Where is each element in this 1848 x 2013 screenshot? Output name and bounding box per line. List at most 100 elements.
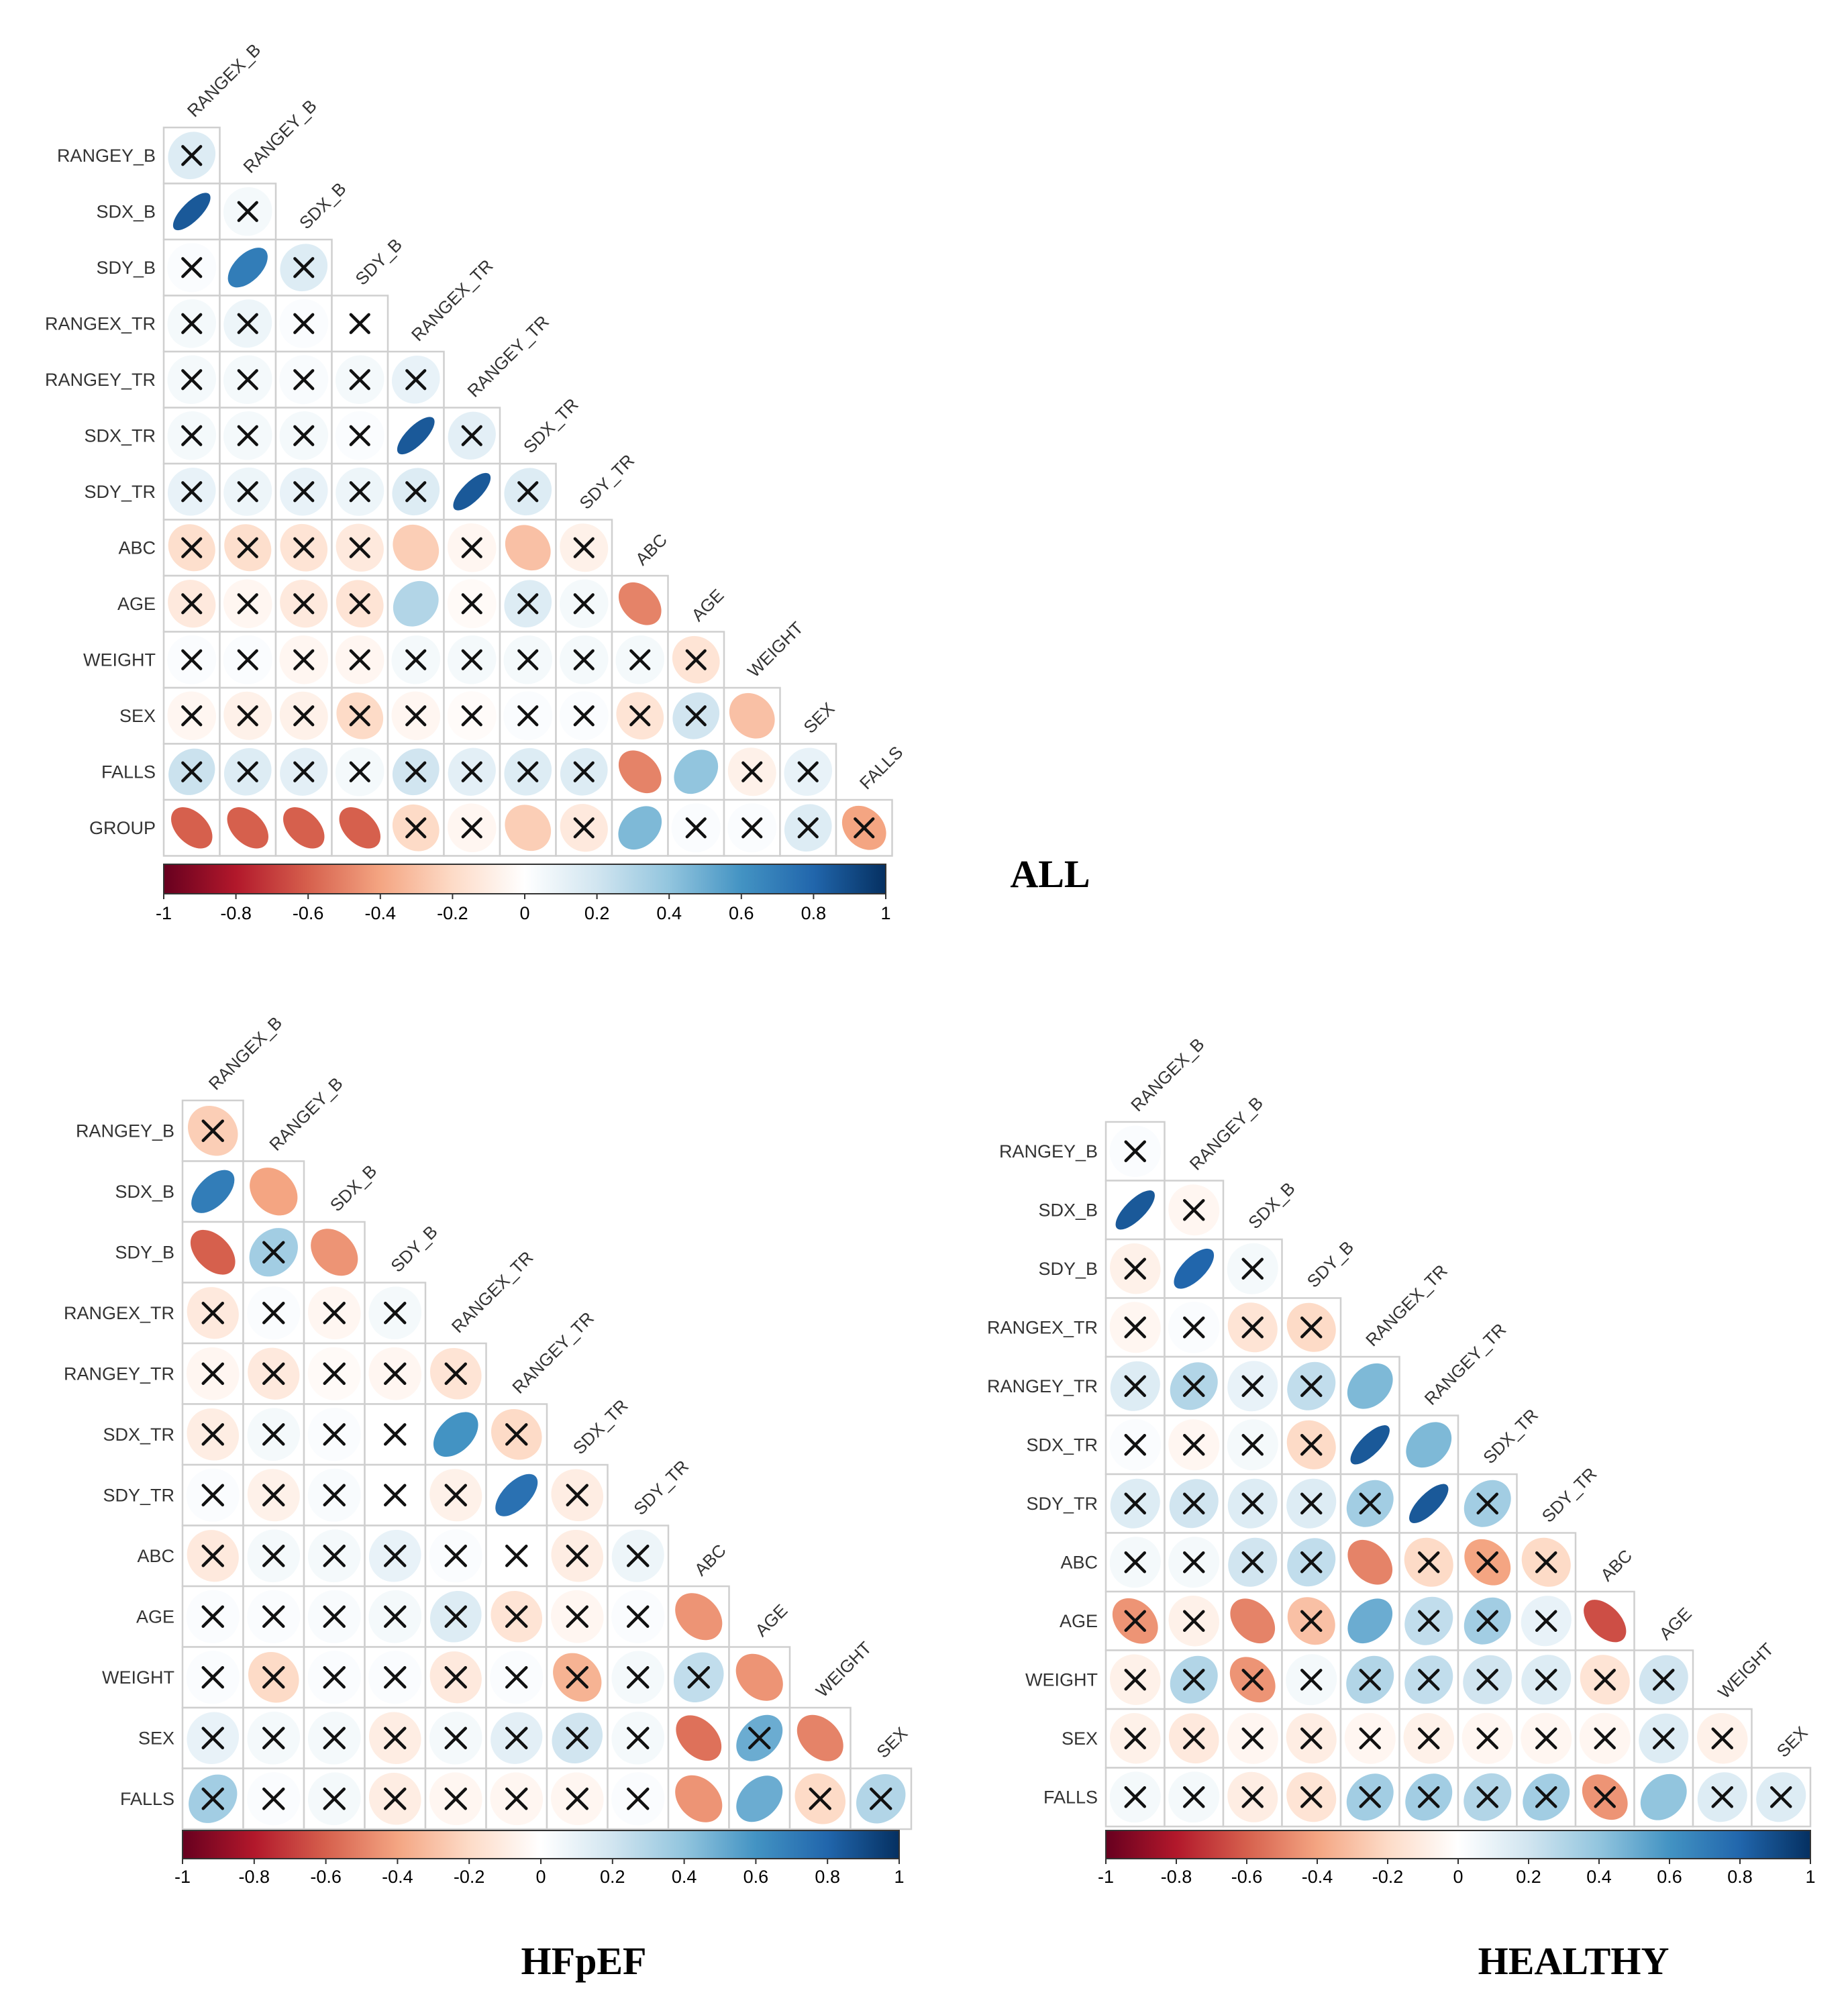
insignificant-cross-icon: [1359, 1727, 1381, 1749]
corr-cell-weight-sdy-b: [331, 631, 389, 689]
colorbar-tick-label: -0.4: [1302, 1867, 1333, 1887]
insignificant-cross-icon: [505, 1545, 528, 1567]
insignificant-cross-icon: [1300, 1727, 1323, 1749]
colorbar: [182, 1830, 900, 1859]
corr-ellipse: [736, 1775, 783, 1822]
row-label-rangex-tr: RANGEX_TR: [987, 1318, 1098, 1338]
insignificant-cross-icon: [687, 1666, 710, 1689]
corr-ellipse: [1115, 1190, 1155, 1230]
corr-cell-sex-weight: [1692, 1708, 1753, 1769]
corr-cell-age-rangey-b: [242, 1585, 305, 1648]
insignificant-cross-icon: [444, 1362, 467, 1385]
insignificant-cross-icon: [1183, 1727, 1205, 1749]
insignificant-cross-icon: [293, 761, 315, 782]
corr-ellipse: [311, 1229, 358, 1276]
insignificant-cross-icon: [323, 1302, 346, 1325]
col-label-rangex-tr: RANGEX_TR: [1362, 1261, 1451, 1351]
colorbar-tick-label: 1: [880, 903, 890, 923]
corr-cell-falls-sdx-tr: [546, 1767, 609, 1830]
insignificant-cross-icon: [627, 1605, 650, 1628]
insignificant-cross-icon: [1124, 1551, 1146, 1573]
corr-cell-sdx-b-rangey-b: [219, 183, 277, 241]
corr-cell-sdy-tr-rangey-tr: [485, 1463, 548, 1527]
insignificant-cross-icon: [181, 705, 203, 727]
insignificant-cross-icon: [1300, 1551, 1323, 1573]
insignificant-cross-icon: [1594, 1786, 1616, 1808]
col-label-sex: SEX: [1773, 1722, 1812, 1761]
row-label-rangey-b: RANGEY_B: [76, 1121, 174, 1141]
insignificant-cross-icon: [1183, 1375, 1205, 1397]
corr-cell-group-rangey-tr: [443, 798, 501, 857]
corr-cell-age-sdx-b: [1222, 1590, 1283, 1651]
corr-cell-rangey-tr-rangex-b: [162, 350, 221, 409]
insignificant-cross-icon: [1124, 1492, 1146, 1514]
corr-cell-falls-rangey-b: [242, 1767, 305, 1830]
corr-cell-sdy-b-rangex-b: [162, 238, 221, 297]
insignificant-cross-icon: [627, 1788, 650, 1810]
corr-cell-abc-rangey-b: [1164, 1532, 1225, 1593]
panel-title: HFpEF: [521, 1939, 647, 1983]
corr-ellipse: [505, 525, 551, 571]
insignificant-cross-icon: [566, 1545, 588, 1567]
col-label-sdy-tr: SDY_TR: [629, 1456, 692, 1519]
insignificant-cross-icon: [1476, 1786, 1498, 1808]
insignificant-cross-icon: [293, 369, 315, 391]
corr-cell-falls-sdx-tr: [1457, 1767, 1518, 1828]
insignificant-cross-icon: [444, 1605, 467, 1628]
insignificant-cross-icon: [1476, 1492, 1498, 1514]
insignificant-cross-icon: [201, 1362, 224, 1385]
insignificant-cross-icon: [1594, 1727, 1616, 1749]
insignificant-cross-icon: [1124, 1434, 1146, 1456]
insignificant-cross-icon: [293, 705, 315, 727]
insignificant-cross-icon: [1300, 1434, 1323, 1456]
corr-cell-sdy-b-rangex-b: [181, 1221, 244, 1284]
row-label-sdy-b: SDY_B: [115, 1243, 174, 1263]
corr-cell-sex-age: [1633, 1708, 1694, 1769]
corr-ellipse: [1640, 1773, 1687, 1820]
corr-ellipse: [1406, 1422, 1452, 1468]
insignificant-cross-icon: [1359, 1669, 1381, 1691]
colorbar: [163, 864, 886, 894]
colorbar-tick-label: -0.8: [239, 1867, 270, 1887]
colorbar-tick-label: -1: [174, 1867, 191, 1887]
corr-cell-sdy-b-rangey-b: [1164, 1238, 1225, 1299]
corr-ellipse: [729, 692, 775, 739]
corr-cell-weight-sdy-b: [364, 1646, 427, 1709]
insignificant-cross-icon: [1241, 1375, 1264, 1397]
corr-cell-group-rangex-tr: [387, 798, 445, 857]
insignificant-cross-icon: [566, 1605, 588, 1628]
insignificant-cross-icon: [1300, 1669, 1323, 1691]
corr-cell-sdy-b-rangey-b: [219, 238, 277, 297]
corr-cell-falls-rangey-b: [1164, 1767, 1225, 1828]
corr-cell-sex-weight: [788, 1706, 852, 1769]
col-label-weight: WEIGHT: [812, 1637, 876, 1701]
insignificant-cross-icon: [566, 1726, 588, 1749]
corr-cell-rangey-tr-rangex-tr: [387, 350, 445, 409]
insignificant-cross-icon: [1183, 1551, 1205, 1573]
corr-cell-sdy-tr-sdy-b: [1281, 1473, 1342, 1534]
insignificant-cross-icon: [627, 1666, 650, 1689]
corr-ellipse: [735, 1653, 783, 1701]
corr-cell-weight-abc: [667, 1646, 730, 1709]
colorbar-tick-label: 0.4: [1586, 1867, 1612, 1887]
corr-cell-group-sdy-tr: [555, 798, 613, 857]
corr-cell-age-sdy-tr: [555, 574, 613, 633]
corr-cell-sdy-tr-rangex-tr: [1339, 1473, 1400, 1534]
colorbar-tick-label: 0.2: [1516, 1867, 1541, 1887]
corr-ellipse: [618, 806, 662, 850]
corr-cell-sdx-tr-sdx-b: [1222, 1414, 1283, 1476]
corr-cell-sdx-tr-rangex-b: [162, 407, 221, 465]
corr-cell-rangex-tr-rangex-b: [181, 1282, 244, 1345]
insignificant-cross-icon: [405, 481, 427, 503]
insignificant-cross-icon: [505, 1605, 528, 1628]
corr-cell-sex-age: [728, 1706, 791, 1769]
panel-title: ALL: [1010, 852, 1090, 896]
corr-cell-age-rangex-b: [1105, 1590, 1166, 1651]
insignificant-cross-icon: [262, 1545, 285, 1567]
corr-cell-falls-abc: [611, 743, 669, 801]
colorbar-tick-label: -0.2: [437, 903, 468, 923]
corr-cell-sdy-tr-rangey-b: [1164, 1473, 1225, 1534]
corr-cell-rangex-tr-rangey-b: [1164, 1297, 1225, 1358]
col-label-weight: WEIGHT: [1714, 1639, 1778, 1702]
col-label-rangey-tr: RANGEY_TR: [463, 311, 553, 401]
